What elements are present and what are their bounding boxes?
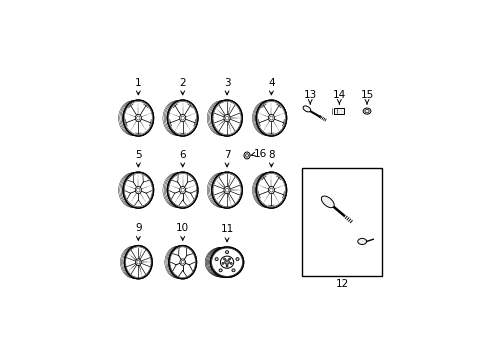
Ellipse shape [222, 262, 224, 264]
Ellipse shape [179, 186, 185, 194]
Text: 14: 14 [332, 90, 345, 100]
Text: 10: 10 [176, 223, 189, 233]
Ellipse shape [167, 172, 198, 208]
Text: 7: 7 [224, 150, 230, 159]
Ellipse shape [167, 100, 198, 136]
Text: 12: 12 [335, 279, 348, 289]
Ellipse shape [303, 106, 310, 112]
Ellipse shape [225, 251, 228, 253]
Ellipse shape [135, 114, 141, 122]
Ellipse shape [321, 196, 333, 208]
Ellipse shape [210, 247, 243, 278]
Bar [301, 168, 382, 276]
Ellipse shape [219, 269, 222, 272]
Ellipse shape [225, 265, 227, 267]
Ellipse shape [123, 100, 153, 136]
Ellipse shape [363, 108, 370, 114]
Text: 5: 5 [135, 150, 142, 159]
Bar [334, 108, 344, 114]
Ellipse shape [215, 258, 218, 261]
Text: 9: 9 [135, 223, 142, 233]
Ellipse shape [256, 100, 286, 136]
Ellipse shape [135, 186, 141, 194]
Ellipse shape [211, 100, 242, 136]
Ellipse shape [256, 172, 286, 208]
Ellipse shape [123, 172, 153, 208]
Ellipse shape [357, 238, 366, 244]
Text: 3: 3 [224, 77, 230, 87]
Ellipse shape [135, 259, 141, 266]
Ellipse shape [268, 186, 274, 194]
Text: 16: 16 [253, 149, 266, 159]
Text: 13: 13 [303, 90, 316, 100]
Ellipse shape [268, 114, 274, 122]
Text: 6: 6 [179, 150, 185, 159]
Ellipse shape [224, 186, 230, 194]
Ellipse shape [244, 152, 249, 159]
Text: 2: 2 [179, 77, 185, 87]
Text: 11: 11 [220, 225, 233, 234]
Text: 1: 1 [135, 77, 142, 87]
Ellipse shape [168, 246, 196, 279]
Ellipse shape [235, 258, 239, 261]
Ellipse shape [179, 114, 185, 122]
Ellipse shape [223, 258, 225, 260]
Ellipse shape [180, 259, 185, 266]
Ellipse shape [230, 262, 232, 264]
Text: 8: 8 [267, 150, 274, 159]
Text: 4: 4 [267, 77, 274, 87]
Text: 15: 15 [360, 90, 373, 100]
Ellipse shape [228, 258, 230, 260]
Ellipse shape [124, 246, 152, 279]
Ellipse shape [211, 172, 242, 208]
Ellipse shape [224, 114, 230, 122]
Ellipse shape [231, 269, 235, 272]
